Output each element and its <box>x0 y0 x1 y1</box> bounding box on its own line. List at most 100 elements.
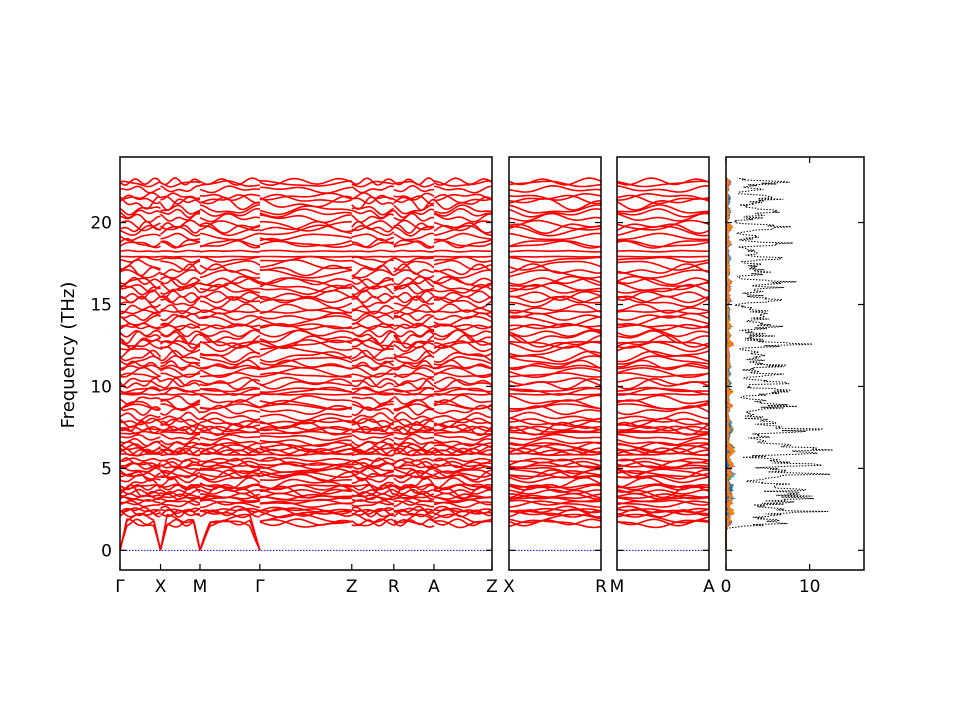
band-line <box>393 518 435 527</box>
band-line <box>259 233 352 242</box>
band-line <box>259 180 352 187</box>
band-line <box>119 500 161 508</box>
band-line <box>393 345 435 358</box>
band-line <box>351 507 395 513</box>
band-line <box>259 258 352 270</box>
band-line <box>259 489 352 495</box>
band-line <box>616 441 710 452</box>
band-line <box>199 355 261 366</box>
band-line <box>160 507 201 513</box>
band-line <box>259 471 352 479</box>
band-line <box>259 498 352 505</box>
band-line <box>199 434 261 441</box>
band-line <box>616 421 710 436</box>
band-line <box>393 255 434 258</box>
band-line <box>393 304 435 315</box>
band-line <box>616 457 710 463</box>
band-line <box>351 366 395 378</box>
dos-panel-frame <box>725 156 865 571</box>
band-line <box>119 360 161 371</box>
band-line <box>433 355 493 366</box>
band-line <box>433 507 493 513</box>
band-line <box>616 340 710 349</box>
band-line <box>199 466 261 474</box>
band-line <box>508 411 602 421</box>
band-line <box>259 284 353 296</box>
band-line <box>393 295 435 304</box>
band-line <box>393 433 435 440</box>
band-line <box>393 192 435 201</box>
band-line <box>508 437 602 447</box>
band-line <box>616 442 710 454</box>
band-line <box>199 249 260 253</box>
band-line <box>616 212 710 222</box>
band-line <box>159 276 201 286</box>
band-line <box>259 439 352 448</box>
band-line <box>199 207 261 217</box>
x-tick-label: X <box>503 577 515 597</box>
band-line <box>199 399 261 410</box>
band-line <box>351 331 395 345</box>
band-line <box>199 345 261 357</box>
band-line <box>616 359 710 371</box>
band-line <box>119 213 161 224</box>
band-line <box>616 260 710 271</box>
band-line <box>508 277 602 286</box>
band-line <box>393 399 435 411</box>
band-line <box>433 345 493 357</box>
band-line <box>259 283 352 293</box>
band-line <box>199 290 261 301</box>
band-line <box>119 349 162 362</box>
band-line <box>393 334 435 349</box>
band-line <box>119 465 161 474</box>
band-line <box>393 222 435 234</box>
band-line <box>393 212 435 222</box>
band-line <box>351 499 395 506</box>
band-line <box>508 467 602 475</box>
band-line <box>160 425 201 434</box>
band-line <box>433 232 493 241</box>
band-line <box>119 425 161 432</box>
band-line <box>160 387 201 393</box>
band-line <box>433 376 493 386</box>
main-panel-frame <box>119 156 493 571</box>
band-line <box>616 447 710 456</box>
band-line <box>259 513 352 524</box>
band-line <box>393 488 435 495</box>
band-line <box>199 492 260 500</box>
band-line <box>259 277 353 290</box>
band-line <box>616 372 710 378</box>
band-line <box>119 507 161 513</box>
band-line <box>200 501 260 509</box>
band-line <box>393 330 435 345</box>
band-line <box>616 433 710 441</box>
band-line <box>393 395 435 405</box>
x-tick-label: X <box>155 577 167 597</box>
band-line <box>160 260 201 271</box>
band-line <box>351 185 395 194</box>
band-line <box>393 386 435 393</box>
x-tick-label: Z <box>346 577 358 597</box>
band-line <box>433 194 493 204</box>
band-line <box>259 500 352 508</box>
band-line <box>616 322 710 330</box>
band-line <box>508 425 602 432</box>
band-line <box>199 204 260 214</box>
x-tick-label: 0 <box>721 577 732 597</box>
band-line <box>199 177 261 186</box>
band-line <box>616 355 710 365</box>
band-line <box>393 208 435 219</box>
band-line <box>259 484 352 491</box>
band-line <box>160 377 200 388</box>
band-line <box>119 393 161 396</box>
band-line <box>508 334 602 348</box>
y-axis-label: Frequency (THz) <box>58 282 79 429</box>
band-line <box>160 185 201 193</box>
band-line <box>393 417 434 427</box>
band-line <box>120 185 161 194</box>
band-line <box>351 238 394 248</box>
band-line <box>259 329 353 338</box>
band-line <box>509 255 601 258</box>
band-line <box>259 309 352 314</box>
band-line <box>119 488 161 495</box>
